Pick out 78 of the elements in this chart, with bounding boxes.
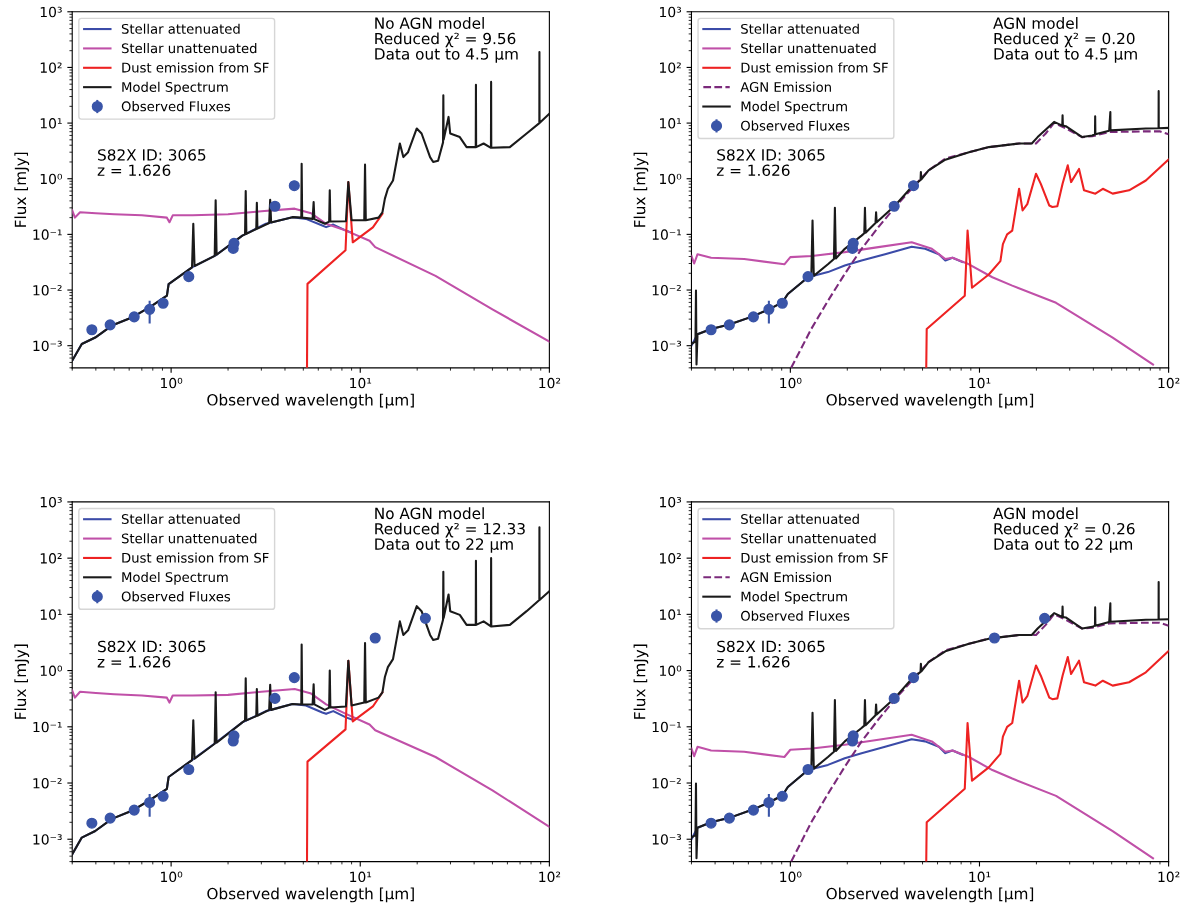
y-axis-title: Flux [mJy] [633, 152, 649, 227]
y-tick-label: 10² [40, 553, 62, 564]
legend-label: Observed Fluxes [121, 591, 231, 602]
y-tick-label: 10⁻³ [33, 834, 62, 845]
x-tick-label: 10⁰ [161, 377, 183, 389]
x-tick-label: 10¹ [969, 377, 991, 389]
y-tick-label: 10³ [660, 6, 682, 18]
legend-label: AGN Emission [740, 81, 831, 92]
annotation: No AGN model Reduced χ² = 12.33 Data out to 22 μm [375, 507, 525, 553]
y-tick-label: 10⁰ [40, 665, 63, 677]
legend-label: Model Spectrum [741, 591, 847, 605]
annotation: S82X ID: 3065 z = 1.626 [716, 149, 825, 177]
x-tick-label: 10¹ [350, 377, 372, 389]
legend-label: Observed Fluxes [121, 101, 231, 112]
y-tick-label: 10³ [40, 6, 62, 18]
x-axis-title: Observed wavelength [μm] [826, 887, 1034, 903]
y-tick-label: 10⁻¹ [33, 229, 62, 240]
y-tick-label: 10³ [40, 496, 62, 508]
x-axis-title: Observed wavelength [μm] [826, 393, 1034, 409]
legend-label: Stellar attenuated [121, 23, 240, 34]
y-tick-label: 10⁻² [33, 285, 62, 296]
legend-label: Model Spectrum [122, 81, 228, 95]
legend-label: Stellar attenuated [741, 513, 859, 525]
y-tick-label: 10⁻² [652, 285, 681, 296]
x-axis-title: Observed wavelength [μm] [207, 887, 414, 903]
x-tick-label: 10² [539, 377, 561, 389]
legend-label: Stellar unattenuated [741, 533, 876, 544]
y-tick-label: 10⁰ [660, 665, 682, 677]
y-tick-label: 10⁻² [33, 777, 62, 789]
y-tick-label: 10¹ [660, 609, 681, 620]
annotation: S82X ID: 3065 z = 1.626 [716, 640, 825, 668]
y-tick-label: 10² [660, 62, 681, 73]
y-tick-label: 10¹ [40, 118, 62, 129]
annotation: AGN model Reduced χ² = 0.20 Data out to 4.5 μm [993, 17, 1137, 63]
legend-label: Stellar attenuated [121, 513, 240, 525]
x-tick-label: 10² [1158, 377, 1180, 389]
y-tick-label: 10⁻¹ [652, 229, 681, 240]
y-tick-label: 10⁻³ [652, 834, 682, 845]
y-tick-label: 10⁰ [660, 173, 682, 185]
legend-label: Observed Fluxes [741, 610, 850, 621]
y-tick-label: 10¹ [40, 609, 62, 620]
legend-label: Observed Fluxes [741, 120, 850, 131]
y-tick-label: 10⁻² [652, 777, 681, 789]
y-tick-label: 10⁻¹ [652, 721, 681, 733]
legend-label: Model Spectrum [122, 571, 228, 585]
legend-label: Stellar unattenuated [121, 533, 257, 544]
x-tick-label: 10⁰ [161, 871, 183, 883]
x-tick-label: 10¹ [969, 871, 991, 883]
annotation: S82X ID: 3065 z = 1.626 [97, 149, 206, 177]
legend-label: Dust emission from SF [741, 62, 888, 73]
y-tick-label: 10² [660, 553, 681, 564]
y-tick-label: 10⁻¹ [33, 721, 62, 733]
y-axis-title: Flux [mJy] [633, 644, 649, 719]
y-axis-title: Flux [mJy] [14, 644, 30, 719]
x-tick-label: 10⁰ [780, 871, 802, 883]
annotation: S82X ID: 3065 z = 1.626 [97, 640, 206, 668]
annotation: No AGN model Reduced χ² = 9.56 Data out to 4.5 μm [375, 17, 518, 63]
y-tick-label: 10¹ [660, 118, 681, 129]
y-axis-title: Flux [mJy] [14, 152, 30, 227]
x-tick-label: 10¹ [350, 871, 372, 883]
legend-label: AGN Emission [740, 571, 831, 583]
legend-label: Stellar unattenuated [121, 43, 257, 54]
x-tick-label: 10² [539, 871, 561, 883]
y-tick-label: 10³ [660, 496, 682, 508]
y-tick-label: 10² [40, 62, 62, 73]
legend-label: Dust emission from SF [122, 62, 269, 73]
x-tick-label: 10⁰ [780, 377, 802, 389]
y-tick-label: 10⁰ [40, 173, 63, 185]
x-tick-label: 10² [1158, 871, 1180, 883]
legend-label: Dust emission from SF [122, 552, 269, 563]
y-tick-label: 10⁻³ [33, 340, 62, 352]
legend-label: Model Spectrum [741, 101, 847, 114]
annotation: AGN model Reduced χ² = 0.26 Data out to 22 μm [993, 507, 1135, 553]
legend-label: Dust emission from SF [741, 552, 888, 563]
legend-label: Stellar attenuated [741, 23, 859, 34]
legend-label: Stellar unattenuated [741, 43, 876, 54]
y-tick-label: 10⁻³ [652, 340, 682, 352]
x-axis-title: Observed wavelength [μm] [207, 393, 414, 409]
